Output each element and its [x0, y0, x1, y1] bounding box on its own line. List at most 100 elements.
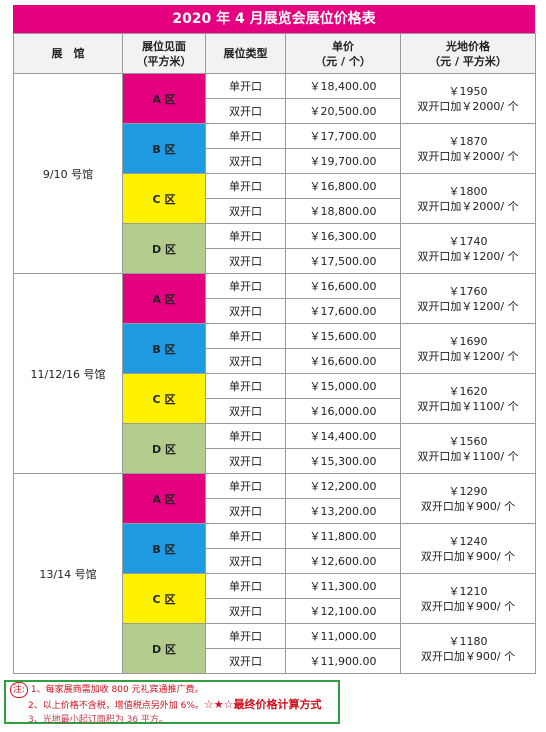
zone-name: D 区 [122, 223, 206, 274]
note-text: 2、以上价格不含税，增值税点另外加 6%。 [28, 701, 204, 711]
booth-type: 双开口 [205, 98, 286, 124]
table-row: 双开口 ￥17,500.00 [14, 248, 536, 274]
table-row: 双开口 ￥11,900.00 [14, 648, 536, 674]
header-text: 单价 [332, 39, 354, 53]
header-text: （元 / 个） [315, 54, 371, 68]
unit-price: ￥19,700.00 [285, 148, 401, 174]
unit-price: ￥12,600.00 [285, 548, 401, 574]
booth-type: 单开口 [205, 173, 286, 199]
light-price-value: ￥1740 [448, 234, 488, 248]
unit-price: ￥14,400.00 [285, 423, 401, 449]
table-row: D 区单开口 ￥11,000.00 ￥1180 双开口加￥900/ 个 [14, 623, 536, 674]
unit-price: ￥13,200.00 [285, 498, 401, 524]
zone-name: C 区 [122, 573, 206, 624]
table-row: 13/14 号馆 A 区单开口 ￥12,200.00 ￥1290 双开口加￥900/ 个 [13, 473, 536, 674]
booth-type: 双开口 [205, 248, 286, 274]
table-row: B 区单开口 ￥15,600.00 ￥1690 双开口加￥1200/ 个 [14, 323, 536, 374]
unit-price: ￥15,600.00 [285, 323, 401, 349]
header-text: 展位类型 [223, 47, 268, 60]
table-row: B 区单开口 ￥11,800.00 ￥1240 双开口加￥900/ 个 [14, 523, 536, 574]
light-price-value: ￥1870 [448, 134, 488, 148]
light-price: ￥1870 双开口加￥2000/ 个 [400, 123, 536, 174]
booth-type: 双开口 [205, 348, 286, 374]
table-row: D 区单开口 ￥14,400.00 ￥1560 双开口加￥1100/ 个 [14, 423, 536, 474]
light-price: ￥1760 双开口加￥1200/ 个 [400, 273, 536, 324]
light-price: ￥1240 双开口加￥900/ 个 [400, 523, 536, 574]
light-price-extra: 双开口加￥2000/ 个 [417, 149, 519, 163]
table-row: 双开口 ￥13,200.00 [14, 498, 536, 524]
light-price-extra: 双开口加￥1100/ 个 [417, 399, 519, 413]
light-price: ￥1210 双开口加￥900/ 个 [400, 573, 536, 624]
header-cell: 展位见面 （平方米） [122, 33, 206, 74]
light-price-value: ￥1180 [448, 634, 488, 648]
unit-price: ￥16,600.00 [285, 273, 401, 299]
light-price-value: ￥1620 [448, 384, 488, 398]
zone-name: B 区 [122, 123, 206, 174]
light-price: ￥1560 双开口加￥1100/ 个 [400, 423, 536, 474]
light-price: ￥1620 双开口加￥1100/ 个 [400, 373, 536, 424]
booth-type: 单开口 [205, 73, 286, 99]
unit-price: ￥16,000.00 [285, 398, 401, 424]
zone-name: A 区 [122, 73, 206, 124]
note-line: 2、以上价格不含税，增值税点另外加 6%。☆★☆最终价格计算方式 [28, 698, 338, 713]
header-text: 展位见面 [142, 39, 186, 53]
table-title: 2020 年 4 月展览会展位价格表 [13, 5, 535, 33]
light-price-value: ￥1950 [448, 84, 488, 98]
table-row: B 区单开口 ￥17,700.00 ￥1870 双开口加￥2000/ 个 [14, 123, 536, 174]
note-line: 注: 1、每家展商需加收 800 元礼宾通推广费。 [10, 682, 338, 698]
booth-type: 双开口 [205, 148, 286, 174]
price-table: 展 馆展位见面 （平方米） 展位类型 单价 （元 / 个） 光地价格 （元 / 平方米） 9… [13, 33, 536, 674]
light-price-value: ￥1240 [448, 534, 488, 548]
header-row: 展 馆 展位见面 （平方米） 展位类型 单价 （元 / 个） 光地价格 （元 / 平方米） [13, 33, 536, 74]
unit-price: ￥11,900.00 [285, 648, 401, 674]
booth-type: 单开口 [205, 223, 286, 249]
light-price: ￥1950 双开口加￥2000/ 个 [400, 73, 536, 124]
note-annotation: ☆★☆最终价格计算方式 [203, 698, 322, 711]
booth-type: 双开口 [205, 398, 286, 424]
unit-price: ￥17,700.00 [285, 123, 401, 149]
light-price: ￥1290 双开口加￥900/ 个 [400, 473, 536, 524]
booth-type: 单开口 [205, 573, 286, 599]
zone-name: D 区 [122, 423, 206, 474]
header-cell: 展位类型 [205, 33, 286, 74]
booth-type: 单开口 [205, 523, 286, 549]
zone-name: A 区 [122, 473, 206, 524]
light-price-extra: 双开口加￥900/ 个 [420, 499, 516, 513]
booth-type: 双开口 [205, 448, 286, 474]
unit-price: ￥11,000.00 [285, 623, 401, 649]
booth-type: 双开口 [205, 298, 286, 324]
unit-price: ￥20,500.00 [285, 98, 401, 124]
table-row: 双开口 ￥16,000.00 [14, 398, 536, 424]
light-price: ￥1800 双开口加￥2000/ 个 [400, 173, 536, 224]
unit-price: ￥17,500.00 [285, 248, 401, 274]
light-price-value: ￥1560 [448, 434, 488, 448]
price-sheet: 2020 年 4 月展览会展位价格表 展 馆展位见面 （平方米） 展位类型 单价 （元 … [13, 5, 536, 674]
unit-price: ￥12,100.00 [285, 598, 401, 624]
light-price: ￥1690 双开口加￥1200/ 个 [400, 323, 536, 374]
header-text: 光地价格 [446, 39, 490, 53]
header-text: （元 / 平方米） [429, 54, 507, 68]
light-price-value: ￥1690 [448, 334, 488, 348]
booth-type: 双开口 [205, 548, 286, 574]
light-price-extra: 双开口加￥1100/ 个 [417, 449, 519, 463]
booth-type: 单开口 [205, 373, 286, 399]
note-label: 注: [10, 682, 29, 698]
unit-price: ￥15,000.00 [285, 373, 401, 399]
light-price-extra: 双开口加￥1200/ 个 [417, 349, 519, 363]
header-cell: 光地价格 （元 / 平方米） [400, 33, 536, 74]
light-price: ￥1180 双开口加￥900/ 个 [400, 623, 536, 674]
light-price-extra: 双开口加￥900/ 个 [420, 599, 516, 613]
zone-name: C 区 [122, 173, 206, 224]
table-body: 9/10 号馆 A 区单开口 ￥18,400.00 ￥1950 双开口加￥2000/ 个… [13, 73, 536, 674]
note-text: 1、每家展商需加收 800 元礼宾通推广费。 [30, 685, 204, 695]
unit-price: ￥17,600.00 [285, 298, 401, 324]
header-text: 展 馆 [51, 47, 85, 60]
unit-price: ￥11,300.00 [285, 573, 401, 599]
light-price-extra: 双开口加￥1200/ 个 [417, 299, 519, 313]
table-row: 9/10 号馆 A 区单开口 ￥18,400.00 ￥1950 双开口加￥2000/ 个 [13, 73, 536, 274]
unit-price: ￥16,600.00 [285, 348, 401, 374]
booth-type: 单开口 [205, 423, 286, 449]
booth-type: 单开口 [205, 473, 286, 499]
unit-price: ￥15,300.00 [285, 448, 401, 474]
